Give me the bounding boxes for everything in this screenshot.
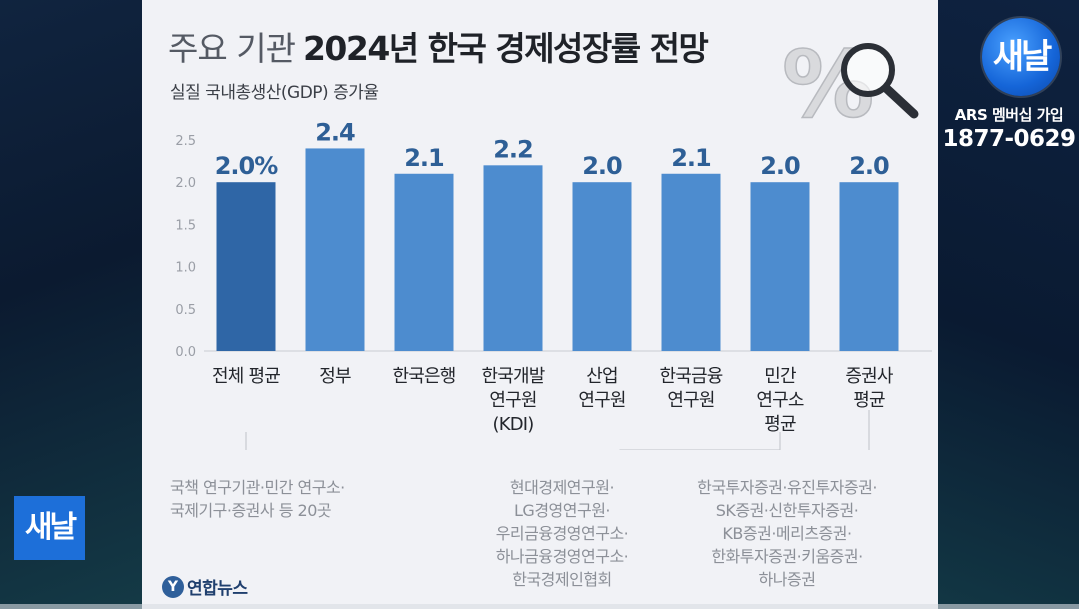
title-light: 주요 기관 — [168, 29, 296, 68]
ars-membership-label: ARS 멤버십 가입 — [954, 106, 1064, 124]
yonhap-logo: Y 연합뉴스 — [162, 574, 248, 599]
bar-1 — [305, 148, 365, 351]
channel-logo-badge: 새날 — [982, 18, 1060, 96]
channel-logo-square: 새날 — [14, 496, 85, 560]
note-line: 하나증권 — [758, 570, 816, 589]
yonhap-logo-icon: Y — [162, 575, 184, 598]
yonhap-logo-text: 연합뉴스 — [187, 579, 248, 599]
category-label: 증권사 — [845, 366, 894, 387]
bar-chart: 0.0 0.5 1.0 1.5 2.0 2.5 2.0% 전체 평균 2.4 정부 2.1 한국은행 2… — [175, 120, 932, 450]
note-line: 현대경제연구원· — [509, 478, 615, 497]
bar-4 — [572, 182, 632, 351]
value-label-1: 2.4 — [315, 120, 355, 146]
category-label: 평균 — [764, 414, 796, 435]
chart-subtitle: 실질 국내총생산(GDP) 증가율 — [170, 83, 379, 103]
y-tick-label: 0.5 — [175, 303, 196, 318]
infographic-panel: 주요 기관 2024년 한국 경제성장률 전망 실질 국내총생산(GDP) 증가율… — [142, 0, 938, 609]
note-private-institutes: 현대경제연구원· LG경영연구원· 우리금융경영연구소· 하나금융경영연구소· 한국경제… — [472, 476, 652, 591]
title-bold: 2024년 한국 경제성장률 전망 — [302, 29, 709, 68]
category-label: 민간 — [764, 366, 796, 387]
note-line: 한국경제인협회 — [512, 570, 612, 589]
y-tick-label: 1.5 — [175, 218, 196, 233]
note-securities: 한국투자증권·유진투자증권· SK증권·신한투자증권· KB증권·메리츠증권· 한화투… — [662, 476, 912, 591]
note-line: 하나금융경영연구소· — [495, 547, 629, 566]
note-line: SK증권·신한투자증권· — [715, 501, 859, 520]
connector-private — [619, 432, 781, 450]
note-line: 국제기구·증권사 등 20곳 — [170, 501, 332, 520]
value-label-7: 2.0 — [849, 152, 889, 180]
bar-6 — [750, 182, 810, 351]
value-label-0: 2.0% — [215, 152, 279, 180]
note-line: LG경영연구원· — [514, 501, 611, 520]
percent-magnifier-icon: % — [781, 30, 919, 128]
bottom-divider — [0, 604, 1079, 609]
note-line: 국책 연구기관·민간 연구소· — [170, 478, 345, 497]
y-tick-label: 0.0 — [175, 345, 196, 360]
category-label: 정부 — [319, 366, 351, 387]
category-label: 한국개발 — [481, 366, 544, 387]
y-tick-label: 2.5 — [175, 134, 196, 149]
magnifier-lens-icon — [841, 43, 895, 97]
bar-3 — [483, 165, 543, 351]
y-tick-label: 2.0 — [175, 176, 196, 191]
y-tick-label: 1.0 — [175, 261, 196, 276]
magnifier-handle-icon — [881, 83, 919, 119]
value-label-6: 2.0 — [760, 152, 800, 180]
category-label: 연구원 — [667, 390, 714, 411]
category-label: 산업 — [586, 366, 618, 387]
category-label: 연구원 — [578, 390, 625, 411]
note-average-sources: 국책 연구기관·민간 연구소· 국제기구·증권사 등 20곳 — [170, 476, 345, 522]
category-label: (KDI) — [492, 414, 533, 435]
value-label-5: 2.1 — [671, 144, 711, 172]
bar-2 — [394, 173, 454, 351]
note-line: KB증권·메리츠증권· — [722, 524, 852, 543]
category-label: 연구소 — [756, 390, 804, 411]
note-line: 한국투자증권·유진투자증권· — [697, 478, 877, 497]
right-background — [938, 0, 1079, 609]
category-label: 평균 — [853, 390, 885, 411]
chart-title: 주요 기관 2024년 한국 경제성장률 전망 — [168, 22, 709, 70]
category-label: 한국금융 — [659, 366, 722, 387]
category-label: 전체 평균 — [212, 366, 280, 387]
bar-0 — [216, 182, 276, 351]
ars-phone-number: 1877-0629 — [942, 126, 1076, 152]
bar-7 — [839, 182, 899, 351]
category-label: 연구원 — [489, 390, 536, 411]
category-label: 한국은행 — [392, 366, 455, 387]
bar-5 — [661, 173, 721, 351]
note-line: 우리금융경영연구소· — [495, 524, 629, 543]
value-label-2: 2.1 — [404, 144, 444, 172]
value-label-4: 2.0 — [582, 152, 622, 180]
value-label-3: 2.2 — [493, 135, 533, 163]
note-line: 한화투자증권·키움증권· — [711, 547, 863, 566]
